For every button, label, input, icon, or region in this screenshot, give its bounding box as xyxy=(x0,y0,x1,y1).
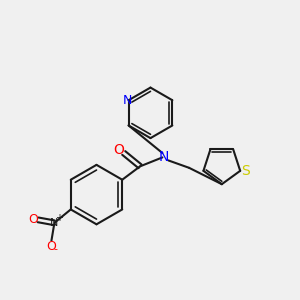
Text: O: O xyxy=(29,213,38,226)
Text: +: + xyxy=(55,213,63,224)
Text: O: O xyxy=(46,240,56,253)
Text: S: S xyxy=(241,164,250,178)
Text: N: N xyxy=(122,94,132,107)
Text: N: N xyxy=(50,218,58,228)
Text: -: - xyxy=(53,244,57,254)
Text: O: O xyxy=(113,143,124,157)
Text: N: N xyxy=(159,150,169,164)
